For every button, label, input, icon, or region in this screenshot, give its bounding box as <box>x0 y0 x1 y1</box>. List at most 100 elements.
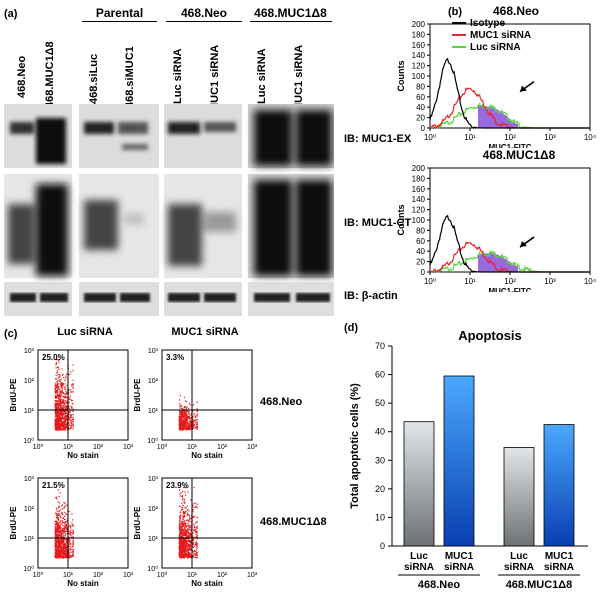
series-isotype <box>429 214 590 273</box>
arrow-annotation <box>519 80 535 93</box>
y-axis-label: BrdU-PE <box>133 378 142 412</box>
y-tick-label: 160 <box>412 185 426 194</box>
y-tick-label: 10¹ <box>24 536 35 543</box>
blot-strip-beta-actin <box>4 282 334 316</box>
western-blot-image <box>4 104 334 316</box>
y-tick-label: 100 <box>412 216 426 225</box>
y-tick-label: 10² <box>24 378 35 385</box>
y-tick-label: 70 <box>375 341 385 351</box>
y-tick-label: 10² <box>148 506 159 513</box>
y-tick-label: 20 <box>416 114 425 123</box>
blot-strip-muc1-ct <box>4 174 334 278</box>
panel-d-letter: (d) <box>344 322 359 334</box>
x-tick-label: 10⁰ <box>157 571 168 579</box>
y-tick-label: 40 <box>416 103 425 112</box>
y-tick-label: 30 <box>375 455 385 465</box>
lane-label: Luc siRNA <box>256 48 268 104</box>
y-tick-label: 200 <box>412 20 426 29</box>
y-axis-label: BrdU-PE <box>133 506 142 540</box>
lane-label: 468.Neo <box>16 55 28 98</box>
legend-item-muc1: MUC1 siRNA <box>452 30 531 42</box>
x-tick-label: 10³ <box>123 444 134 451</box>
y-tick-label: 10¹ <box>24 408 35 415</box>
y-tick-label: 180 <box>412 30 426 39</box>
y-tick-label: 10 <box>375 512 385 522</box>
x-tick-label: 10¹ <box>464 133 476 142</box>
lane-label: Luc siRNA <box>172 48 184 104</box>
category-label: MUC1 <box>545 551 574 562</box>
group-neo-line <box>166 21 242 22</box>
category-label: siRNA <box>544 562 574 573</box>
x-tick-label: 10² <box>504 133 516 142</box>
x-tick-label: 10⁰ <box>157 443 168 451</box>
y-tick-label: 40 <box>416 247 425 256</box>
y-axis-label: Counts <box>396 61 406 92</box>
blot-strip-muc1-ex <box>4 104 334 168</box>
category-label: Luc <box>510 551 528 562</box>
y-tick-label: 120 <box>412 62 426 71</box>
quadrant-percent: 23.9% <box>166 481 189 490</box>
x-tick-label: 10¹ <box>63 444 74 451</box>
category-label: MUC1 <box>445 551 474 562</box>
y-tick-label: 10³ <box>24 476 35 483</box>
y-tick-label: 160 <box>412 41 426 50</box>
x-tick-label: 10⁰ <box>424 133 436 142</box>
y-tick-label: 80 <box>416 82 425 91</box>
y-tick-label: 40 <box>375 427 385 437</box>
x-tick-label: 10⁰ <box>33 571 44 579</box>
lane-label: 468.MUC1Δ8 <box>44 41 56 108</box>
y-tick-label: 10⁰ <box>23 565 34 573</box>
dotplot-row-label-muc1d8: 468.MUC1Δ8 <box>260 516 327 528</box>
y-tick-label: 200 <box>412 164 426 173</box>
group-parental-line <box>82 21 157 22</box>
category-label: Luc <box>410 551 428 562</box>
x-tick-label: 10³ <box>247 572 258 579</box>
dotplot-points <box>178 487 198 559</box>
x-tick-label: 10³ <box>544 277 556 286</box>
y-tick-label: 60 <box>416 93 425 102</box>
y-tick-label: 10³ <box>148 348 159 355</box>
y-tick-label: 60 <box>375 370 385 380</box>
y-tick-label: 120 <box>412 206 426 215</box>
ib-label-muc1-ex: IB: MUC1-EX <box>344 133 412 145</box>
panel-a-letter: (a) <box>4 8 18 20</box>
y-tick-label: 10¹ <box>148 536 159 543</box>
dotplot-points <box>54 489 74 559</box>
x-axis-label: No stain <box>191 451 223 460</box>
flow-legend: Isotype MUC1 siRNA Luc siRNA <box>452 18 531 54</box>
quadrant-percent: 3.3% <box>166 353 184 362</box>
y-tick-label: 50 <box>375 398 385 408</box>
x-axis-label: No stain <box>67 451 99 460</box>
panel-c-letter: (c) <box>4 328 18 340</box>
category-label: siRNA <box>444 562 474 573</box>
y-tick-label: 100 <box>412 72 426 81</box>
x-tick-label: 10¹ <box>187 444 198 451</box>
lane-label: MUC1 siRNA <box>209 44 221 112</box>
x-axis-label: No stain <box>191 579 223 588</box>
y-tick-label: 140 <box>412 51 426 60</box>
y-tick-label: 10³ <box>24 348 35 355</box>
x-tick-label: 10¹ <box>464 277 476 286</box>
quadrant-percent: 21.5% <box>42 481 65 490</box>
x-tick-label: 10² <box>93 444 104 451</box>
quadrant-percent: 25.0% <box>42 353 65 362</box>
group-muc1d8-line <box>250 21 332 22</box>
x-tick-label: 10¹ <box>63 572 74 579</box>
bar <box>403 421 435 547</box>
y-tick-label: 80 <box>416 226 425 235</box>
x-tick-label: 10⁰ <box>424 277 436 286</box>
lane-label: 468.siLuc <box>88 53 100 104</box>
y-tick-label: 140 <box>412 195 426 204</box>
y-tick-label: 20 <box>416 258 425 267</box>
dotplot-points <box>178 394 198 431</box>
y-tick-label: 10⁰ <box>147 437 158 445</box>
legend-item-isotype: Isotype <box>452 18 531 30</box>
x-tick-label: 10² <box>217 444 228 451</box>
panel-b-letter: (b) <box>448 6 463 18</box>
group-neo: 468.Neo <box>180 6 228 20</box>
